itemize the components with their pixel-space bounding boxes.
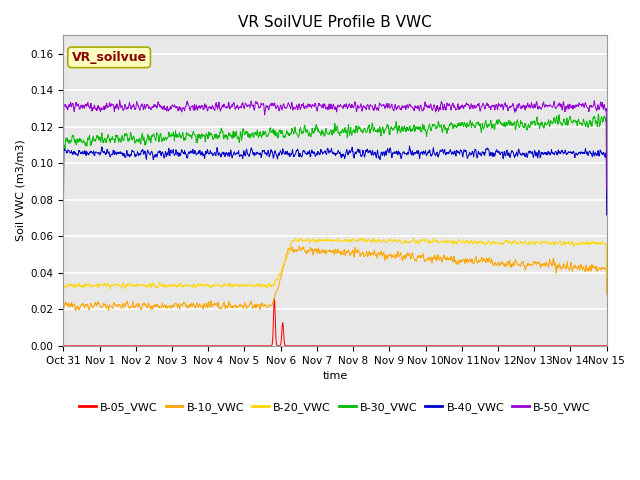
B-05_VWC xyxy=(603,343,611,348)
B-50_VWC xyxy=(603,186,611,192)
B-50_VWC xyxy=(241,100,249,106)
B-10_VWC xyxy=(491,260,499,265)
B-50_VWC xyxy=(60,182,67,188)
B-20_VWC xyxy=(603,276,611,281)
B-20_VWC xyxy=(420,237,428,243)
Line: B-30_VWC: B-30_VWC xyxy=(63,114,607,215)
B-10_VWC xyxy=(60,316,67,322)
B-40_VWC xyxy=(603,212,611,218)
Title: VR SoilVUE Profile B VWC: VR SoilVUE Profile B VWC xyxy=(238,15,432,30)
B-30_VWC xyxy=(603,191,611,196)
B-30_VWC xyxy=(595,111,602,117)
B-40_VWC xyxy=(167,147,175,153)
B-10_VWC xyxy=(241,301,249,307)
B-05_VWC xyxy=(167,343,175,348)
B-10_VWC xyxy=(296,243,303,249)
Text: VR_soilvue: VR_soilvue xyxy=(72,51,147,64)
B-50_VWC xyxy=(116,97,124,103)
Legend: B-05_VWC, B-10_VWC, B-20_VWC, B-30_VWC, B-40_VWC, B-50_VWC: B-05_VWC, B-10_VWC, B-20_VWC, B-30_VWC, … xyxy=(75,398,595,418)
B-40_VWC xyxy=(60,211,67,216)
B-30_VWC xyxy=(241,131,249,136)
Line: B-40_VWC: B-40_VWC xyxy=(63,146,607,215)
B-10_VWC xyxy=(603,291,611,297)
B-05_VWC xyxy=(420,343,428,348)
B-40_VWC xyxy=(180,151,188,157)
Y-axis label: Soil VWC (m3/m3): Soil VWC (m3/m3) xyxy=(15,140,25,241)
Line: B-20_VWC: B-20_VWC xyxy=(63,238,607,305)
B-50_VWC xyxy=(539,103,547,109)
B-30_VWC xyxy=(490,126,498,132)
X-axis label: time: time xyxy=(323,371,348,381)
B-50_VWC xyxy=(168,106,175,111)
B-40_VWC xyxy=(539,150,547,156)
B-40_VWC xyxy=(420,148,428,154)
B-05_VWC xyxy=(180,343,188,348)
B-10_VWC xyxy=(167,306,175,312)
B-05_VWC xyxy=(491,343,499,348)
Line: B-10_VWC: B-10_VWC xyxy=(63,246,607,319)
B-40_VWC xyxy=(406,144,413,149)
B-20_VWC xyxy=(539,240,547,245)
B-30_VWC xyxy=(180,135,188,141)
Line: B-05_VWC: B-05_VWC xyxy=(63,298,607,346)
B-05_VWC xyxy=(271,295,278,301)
B-20_VWC xyxy=(180,283,188,288)
B-10_VWC xyxy=(180,301,188,307)
B-30_VWC xyxy=(538,120,546,125)
B-40_VWC xyxy=(491,153,499,159)
B-50_VWC xyxy=(491,107,499,112)
B-05_VWC xyxy=(60,343,67,348)
B-30_VWC xyxy=(167,132,175,138)
B-10_VWC xyxy=(420,253,428,259)
B-05_VWC xyxy=(539,343,547,348)
B-10_VWC xyxy=(539,261,547,267)
B-30_VWC xyxy=(60,212,67,218)
Line: B-50_VWC: B-50_VWC xyxy=(63,100,607,189)
B-50_VWC xyxy=(420,105,428,111)
B-50_VWC xyxy=(180,108,188,114)
B-20_VWC xyxy=(60,302,67,308)
B-30_VWC xyxy=(419,126,427,132)
B-20_VWC xyxy=(491,239,499,245)
B-20_VWC xyxy=(167,283,175,288)
B-20_VWC xyxy=(241,283,249,288)
B-05_VWC xyxy=(241,343,249,348)
B-20_VWC xyxy=(410,235,417,241)
B-40_VWC xyxy=(241,153,249,159)
